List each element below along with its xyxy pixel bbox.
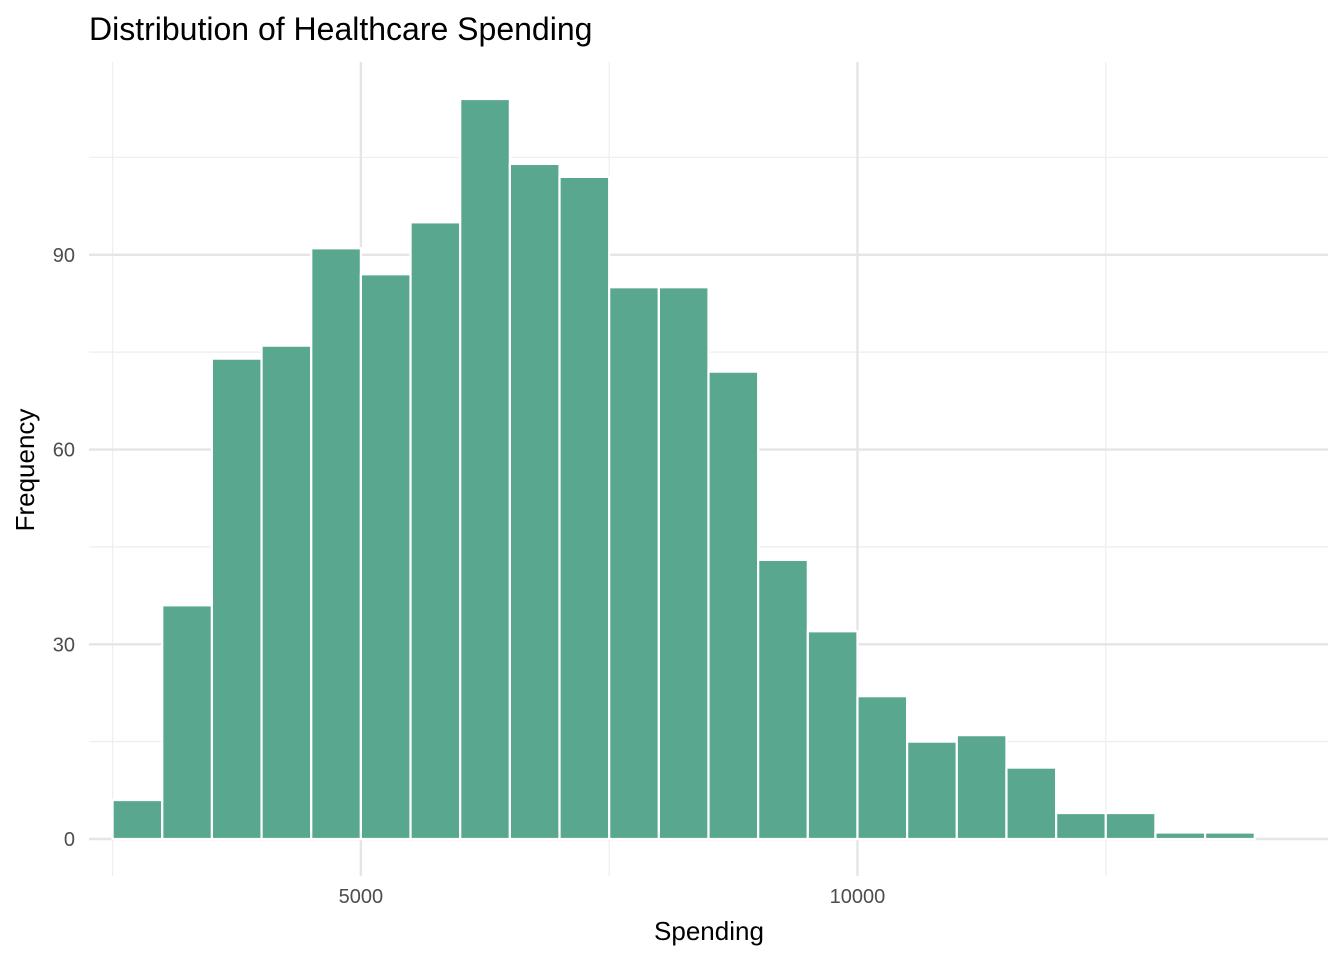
histogram-bar bbox=[409, 221, 462, 841]
y-tick-label: 0 bbox=[64, 829, 75, 851]
y-tick-label: 90 bbox=[53, 245, 75, 267]
histogram-bar bbox=[558, 175, 611, 841]
x-axis-label: Spending bbox=[654, 916, 764, 946]
histogram-bar bbox=[508, 162, 561, 841]
chart-title: Distribution of Healthcare Spending bbox=[89, 11, 592, 47]
histogram-bar bbox=[1203, 831, 1256, 841]
histogram-bar bbox=[1104, 811, 1157, 841]
histogram-bar bbox=[608, 286, 660, 841]
y-tick-label: 30 bbox=[53, 634, 75, 656]
y-axis-label: Frequency bbox=[10, 409, 40, 532]
histogram-bar bbox=[1005, 766, 1058, 841]
histogram-bar bbox=[955, 734, 1008, 841]
histogram-bar bbox=[856, 695, 909, 841]
x-axis-ticks: 5000 10000 bbox=[339, 886, 886, 908]
histogram-bar bbox=[359, 273, 412, 841]
bars-layer bbox=[111, 97, 1256, 841]
histogram-bar bbox=[260, 344, 313, 841]
y-axis-ticks: 0 30 60 90 bbox=[53, 245, 75, 851]
histogram-bar bbox=[806, 630, 859, 841]
histogram-bar bbox=[906, 740, 958, 841]
histogram-bar bbox=[210, 357, 263, 841]
histogram-bar bbox=[1055, 811, 1107, 841]
x-tick-label: 10000 bbox=[830, 886, 886, 908]
x-tick-label: 5000 bbox=[339, 886, 384, 908]
histogram-bar bbox=[657, 286, 710, 841]
histogram-bar bbox=[707, 370, 760, 841]
y-tick-label: 60 bbox=[53, 440, 75, 462]
histogram-bar bbox=[310, 247, 362, 841]
histogram-bar bbox=[1154, 831, 1207, 841]
histogram-bar bbox=[111, 798, 164, 841]
histogram-bar bbox=[161, 604, 214, 841]
histogram-bar bbox=[459, 97, 511, 841]
histogram-bar bbox=[757, 558, 809, 841]
